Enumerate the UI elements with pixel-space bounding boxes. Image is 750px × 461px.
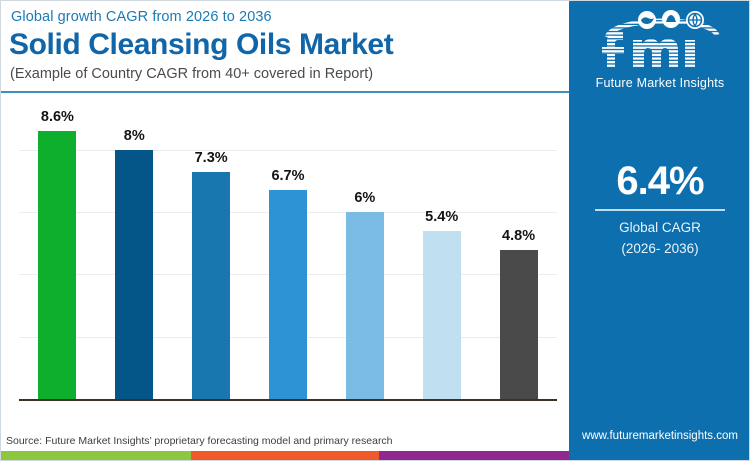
gridline: [19, 149, 557, 151]
global-cagr-label: Global CAGR: [619, 220, 701, 235]
strip-segment: [1, 451, 191, 460]
global-cagr-value: 6.4%: [616, 159, 704, 203]
strip-segment: [379, 451, 569, 460]
kicker-text: Global growth CAGR from 2026 to 2036: [11, 9, 272, 25]
bar-uk[interactable]: [422, 230, 461, 399]
page-title: Solid Cleansing Oils Market: [9, 28, 394, 61]
source-note: Source: Future Market Insights’ propriet…: [6, 435, 393, 447]
bar-value-label: 6.7%: [271, 168, 305, 185]
bar-us[interactable]: [345, 212, 384, 399]
strip-segment: [191, 451, 379, 460]
bar-value-label: 5.4%: [425, 208, 459, 225]
fmi-logo: Future Market Insights: [569, 7, 749, 90]
chart-area: Global growth CAGR from 2026 to 2036 Sol…: [1, 1, 569, 460]
chart-baseline: [19, 399, 557, 401]
bar-germany[interactable]: [192, 171, 231, 399]
bar-chart: 8.6%8%7.3%6.7%6%5.4%4.8% ChinaIndiaGerma…: [1, 97, 569, 401]
website-url[interactable]: www.futuremarketinsights.com: [582, 430, 738, 442]
header-divider: [1, 91, 569, 93]
page-subtitle: (Example of Country CAGR from 40+ covere…: [10, 66, 374, 82]
bar-japan[interactable]: [499, 249, 538, 399]
bar-brazil[interactable]: [269, 190, 307, 399]
bar-value-label: 4.8%: [502, 227, 536, 244]
cagr-divider: [595, 209, 725, 211]
brand-panel: Future Market Insights 6.4% Global CAGR …: [569, 1, 749, 460]
bar-china[interactable]: [38, 131, 77, 399]
bar-value-label: 7.3%: [194, 149, 228, 166]
bar-india[interactable]: [115, 149, 154, 399]
bar-value-label: 8%: [123, 127, 145, 144]
fmi-logo-icon: [602, 10, 720, 67]
bar-value-label: 8.6%: [40, 109, 74, 126]
fmi-logo-name: Future Market Insights: [595, 76, 725, 90]
bar-value-label: 6%: [354, 190, 376, 207]
global-cagr-period: (2026- 2036): [621, 241, 699, 256]
